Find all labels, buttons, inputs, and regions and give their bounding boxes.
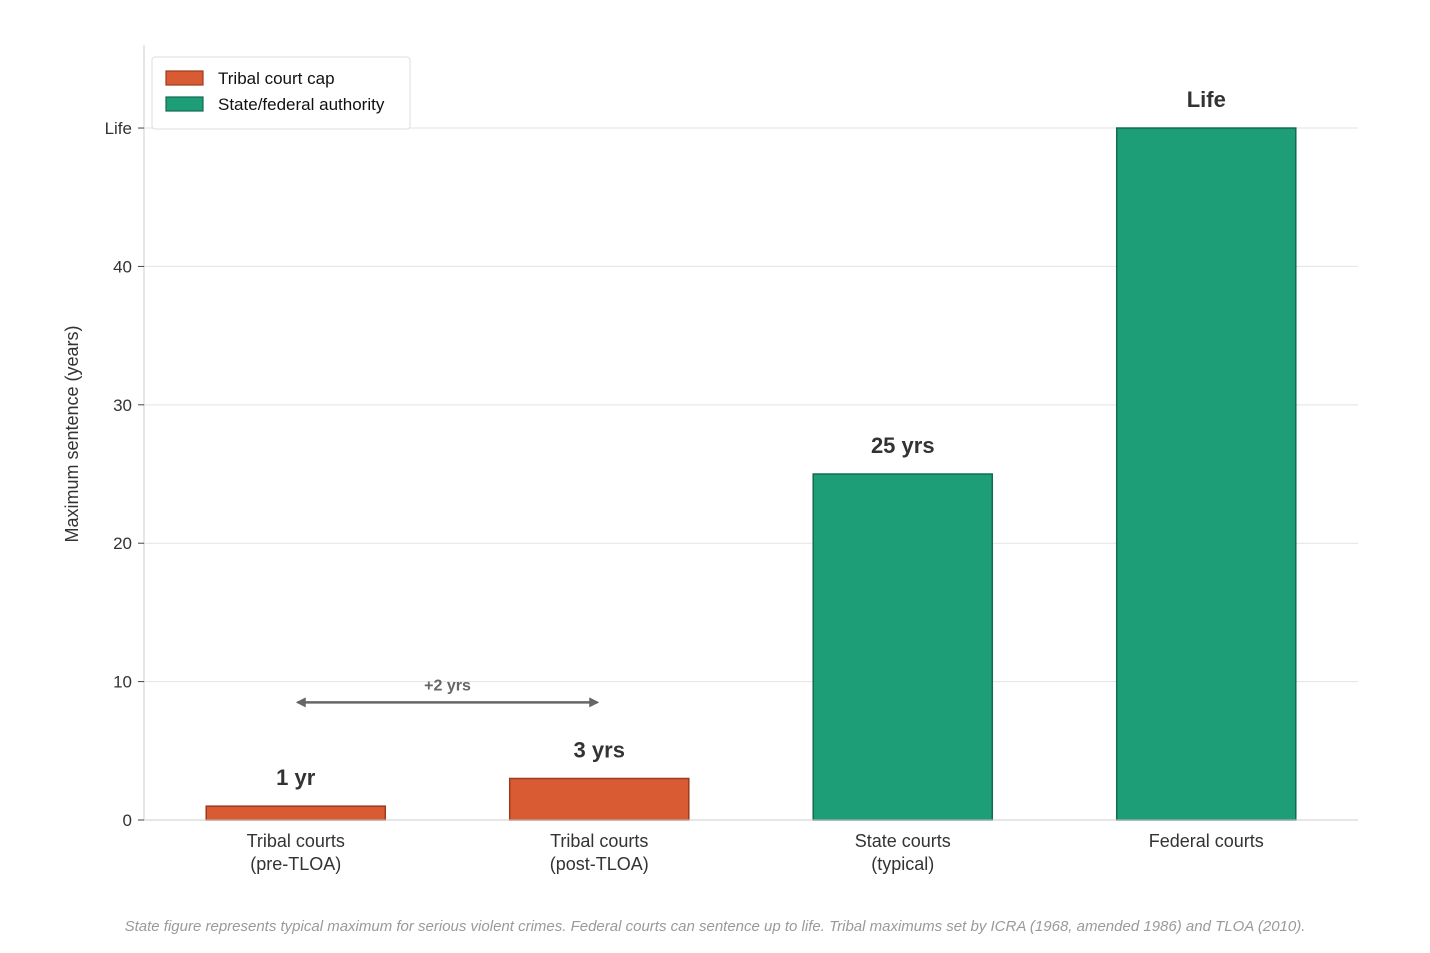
difference-annotation: +2 yrs xyxy=(295,677,600,708)
y-ticks: 0 10 20 30 40 Life xyxy=(105,119,144,830)
annotation-label: +2 yrs xyxy=(424,677,471,694)
legend-label: State/federal authority xyxy=(218,95,385,114)
bar xyxy=(812,473,994,821)
x-tick-labels: Tribal courts (pre-TLOA) Tribal courts (pos… xyxy=(247,831,1264,874)
y-tick-label: 20 xyxy=(113,534,132,553)
bars xyxy=(205,127,1297,821)
value-label: 25 yrs xyxy=(871,433,935,458)
y-axis-label: Maximum sentence (years) xyxy=(62,325,82,542)
y-tick-label: 10 xyxy=(113,673,132,692)
y-tick-label: 40 xyxy=(113,257,132,276)
x-tick-label: Tribal courts (post-TLOA) xyxy=(550,831,649,874)
value-label: 1 yr xyxy=(276,765,316,790)
value-labels: 1 yr 3 yrs 25 yrs Life xyxy=(276,87,1226,790)
legend-swatch xyxy=(165,96,204,112)
y-tick-label: 0 xyxy=(123,811,132,830)
legend: Tribal court cap State/federal authority xyxy=(151,56,411,130)
legend-swatch xyxy=(165,70,204,86)
annotation-arrow-head-left xyxy=(295,697,306,708)
value-label: Life xyxy=(1187,87,1226,112)
legend-box xyxy=(151,56,411,130)
axes xyxy=(143,45,1358,821)
footnote: State figure represents typical maximum … xyxy=(124,918,1306,935)
annotation-arrow-head-right xyxy=(589,697,600,708)
value-label: 3 yrs xyxy=(574,737,625,762)
bar xyxy=(508,777,690,821)
x-tick-label: Federal courts xyxy=(1149,831,1264,851)
y-tick-label: Life xyxy=(105,119,132,138)
x-tick-label: State courts (typical) xyxy=(855,831,951,874)
x-tick-label: Tribal courts (pre-TLOA) xyxy=(247,831,345,874)
legend-label: Tribal court cap xyxy=(218,69,335,88)
y-tick-label: 30 xyxy=(113,396,132,415)
bar xyxy=(1115,127,1297,821)
bar xyxy=(205,805,387,821)
